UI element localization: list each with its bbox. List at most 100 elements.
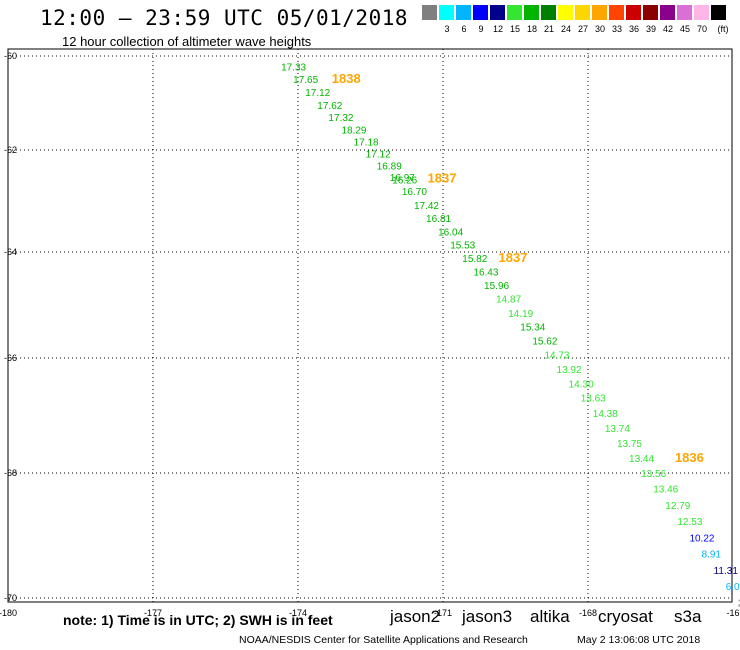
wave-height-reading: 15.62: [532, 337, 557, 348]
wave-height-reading: 12.79: [665, 501, 690, 512]
wave-height-reading: 8.91: [702, 550, 722, 561]
scale-swatch: [490, 5, 505, 20]
scale-label: 36: [628, 24, 639, 34]
wave-height-reading: 13.46: [653, 485, 678, 496]
wave-height-reading: 14.38: [593, 409, 618, 420]
credit-text: NOAA/NESDIS Center for Satellite Applica…: [239, 634, 528, 646]
scale-swatch: [507, 5, 522, 20]
wave-height-reading: 14.73: [544, 350, 569, 361]
scale-swatch: [473, 5, 488, 20]
wave-height-reading: 2.23: [738, 598, 740, 609]
satellite-legend-s3a: s3a: [674, 607, 702, 626]
scale-swatch: [677, 5, 692, 20]
lon-tick-label: -168: [579, 608, 597, 618]
wave-height-reading: 13.44: [629, 454, 654, 465]
wave-height-reading: 14.19: [508, 309, 533, 320]
scale-swatch: [694, 5, 709, 20]
map-subtitle: 12 hour collection of altimeter wave hei…: [62, 34, 312, 49]
pass-time-label: 1837: [499, 250, 528, 265]
lon-tick-label: -171: [434, 608, 452, 618]
wave-height-reading: 15.96: [484, 281, 509, 292]
wave-height-reading: 17.42: [414, 201, 439, 212]
wave-height-reading: 17.12: [305, 88, 330, 99]
wave-height-reading: 17.32: [328, 113, 353, 124]
wave-height-reading: 6.07: [726, 582, 740, 593]
scale-swatch: [524, 5, 539, 20]
lon-tick-label: -16: [726, 608, 739, 618]
wave-height-reading: 16.04: [438, 227, 463, 238]
wave-height-reading: 15.82: [462, 254, 487, 265]
lat-tick-label: -68: [4, 468, 17, 478]
pass-time-label: 1838: [332, 71, 361, 86]
satellite-legend-altika: altika: [530, 607, 570, 626]
scale-swatch: [541, 5, 556, 20]
wave-height-reading: 13.74: [605, 424, 630, 435]
scale-swatch: [422, 5, 437, 20]
lat-tick-label: -70: [4, 593, 17, 603]
wave-height-reading: 15.53: [450, 241, 475, 252]
wave-height-reading: 14.30: [569, 379, 594, 390]
map-title: 12:00 – 23:59 UTC 05/01/2018: [40, 6, 409, 30]
scale-swatch: [711, 5, 726, 20]
wave-height-reading: 16.89: [377, 162, 402, 173]
lon-tick-label: -180: [0, 608, 17, 618]
scale-label: 27: [577, 24, 588, 34]
wave-height-reading: 16.43: [473, 268, 498, 279]
wave-height-reading: 16.26: [392, 175, 417, 186]
wave-height-reading: 14.87: [496, 295, 521, 306]
scale-label: 21: [543, 24, 554, 34]
scale-label: 30: [594, 24, 605, 34]
wave-height-reading: 10.22: [689, 533, 714, 544]
wave-height-reading: 16.97: [390, 173, 415, 184]
scale-label: 33: [611, 24, 622, 34]
scale-label: 18: [526, 24, 537, 34]
satellite-legend-jason3: jason3: [462, 607, 513, 626]
lat-tick-label: -60: [4, 51, 17, 61]
wave-height-reading: 18.29: [341, 125, 366, 136]
wave-height-reading: 17.18: [354, 138, 379, 149]
wave-height-reading: 17.33: [281, 62, 306, 73]
scale-label: 45: [679, 24, 690, 34]
scale-swatch: [660, 5, 675, 20]
wave-height-reading: 13.63: [581, 394, 606, 405]
scale-label: 9: [478, 24, 484, 34]
scale-label: 42: [662, 24, 673, 34]
scale-label: 12: [492, 24, 503, 34]
wave-height-reading: 13.56: [641, 469, 666, 480]
units-note: note: 1) Time is in UTC; 2) SWH is in fe…: [63, 612, 333, 628]
scale-label: 15: [509, 24, 520, 34]
generated-timestamp: May 2 13:06:08 UTC 2018: [577, 634, 701, 646]
scale-swatch: [558, 5, 573, 20]
scale-swatch: [456, 5, 471, 20]
scale-swatch: [575, 5, 590, 20]
scale-label: 24: [560, 24, 571, 34]
lat-tick-label: -66: [4, 353, 17, 363]
scale-label: 70: [696, 24, 707, 34]
scale-unit: (ft): [717, 24, 729, 34]
wave-height-reading: 16.81: [426, 214, 451, 225]
satellite-legend-jason2: jason2: [390, 607, 441, 626]
lon-tick-label: -177: [144, 608, 162, 618]
scale-swatch: [609, 5, 624, 20]
wave-height-reading: 16.70: [402, 187, 427, 198]
wave-height-reading: 13.75: [617, 439, 642, 450]
satellite-legend-cryosat: cryosat: [598, 607, 653, 626]
scale-label: 3: [444, 24, 450, 34]
pass-time-label: 1836: [675, 450, 704, 465]
wave-height-reading: 17.12: [366, 149, 391, 160]
scale-swatch: [592, 5, 607, 20]
wave-height-reading: 17.62: [317, 101, 342, 112]
lat-tick-label: -64: [4, 247, 17, 257]
scale-swatch: [643, 5, 658, 20]
wave-height-reading: 17.65: [293, 75, 318, 86]
scale-swatch: [439, 5, 454, 20]
wave-height-reading: 12.53: [677, 517, 702, 528]
map-frame: [7, 48, 733, 603]
scale-label: 39: [645, 24, 656, 34]
wave-height-reading: 13.92: [557, 365, 582, 376]
scale-label: 6: [461, 24, 467, 34]
lat-tick-label: -62: [4, 145, 17, 155]
wave-height-reading: 15.34: [520, 322, 545, 333]
pass-time-label: 1837: [428, 170, 457, 185]
